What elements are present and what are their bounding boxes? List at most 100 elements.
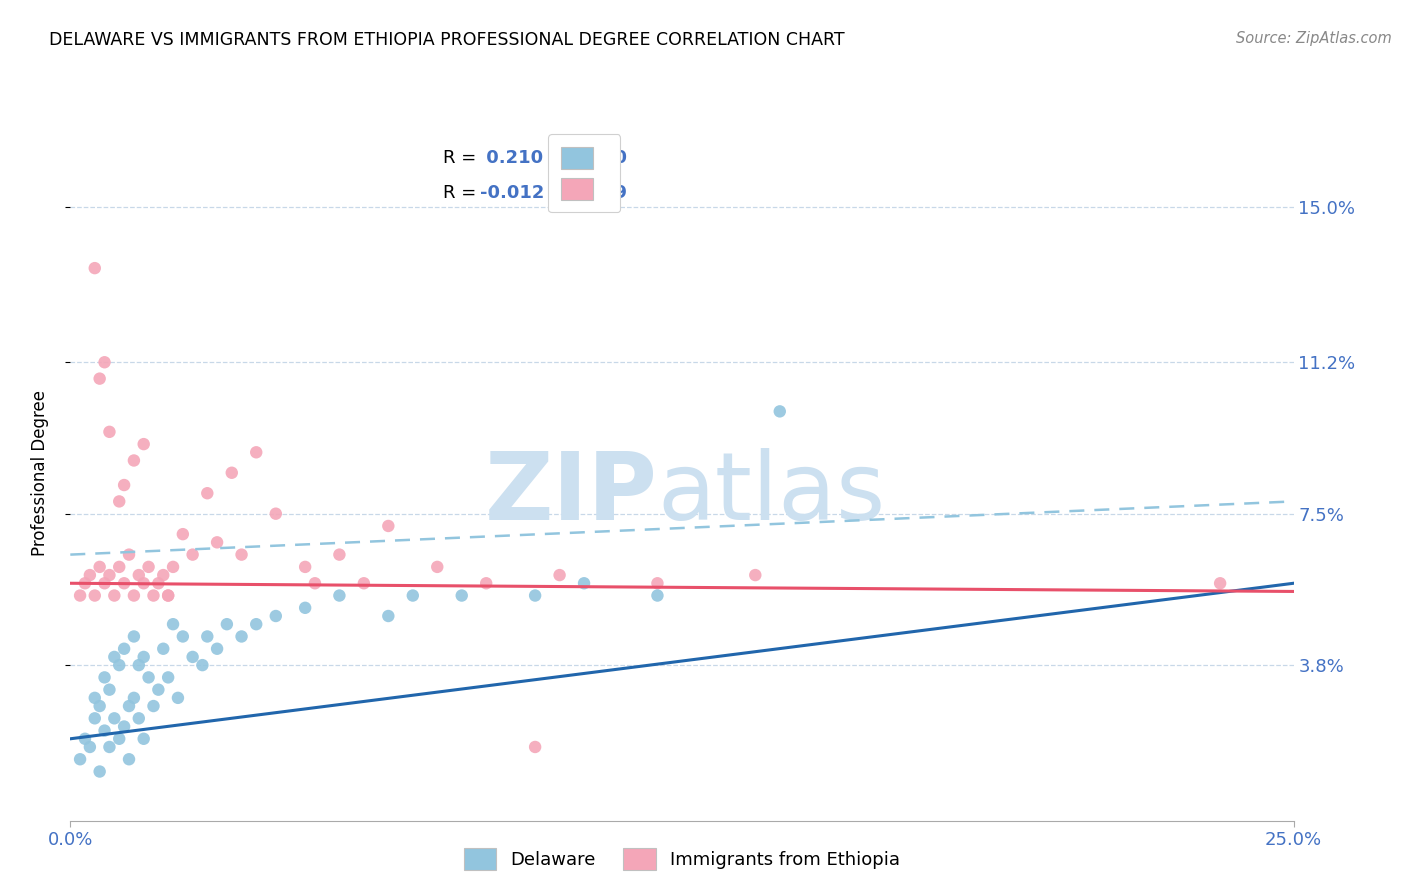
Text: DELAWARE VS IMMIGRANTS FROM ETHIOPIA PROFESSIONAL DEGREE CORRELATION CHART: DELAWARE VS IMMIGRANTS FROM ETHIOPIA PRO…	[49, 31, 845, 49]
Point	[112, 478, 135, 492]
Y-axis label: Professional Degree: Professional Degree	[31, 390, 49, 556]
Point	[304, 576, 326, 591]
Point	[83, 261, 105, 276]
Point	[93, 576, 115, 591]
Point	[524, 589, 547, 603]
Point	[475, 576, 498, 591]
Point	[231, 548, 253, 562]
Point	[524, 739, 547, 754]
Point	[98, 568, 121, 582]
Point	[647, 576, 669, 591]
Point	[89, 371, 111, 385]
Point	[1209, 576, 1232, 591]
Point	[328, 589, 350, 603]
Point	[548, 568, 571, 582]
Point	[769, 404, 792, 418]
Point	[132, 649, 155, 664]
Point	[152, 641, 174, 656]
Point	[103, 589, 125, 603]
Point	[195, 486, 218, 500]
Point	[112, 641, 135, 656]
Point	[148, 682, 170, 697]
Point	[294, 600, 316, 615]
Point	[103, 711, 125, 725]
Point	[108, 494, 131, 508]
Point	[181, 649, 204, 664]
Text: 49: 49	[602, 184, 627, 202]
Point	[172, 527, 194, 541]
Point	[245, 617, 267, 632]
Point	[426, 560, 449, 574]
Point	[264, 507, 287, 521]
Point	[191, 658, 214, 673]
Point	[138, 670, 160, 684]
Point	[118, 548, 141, 562]
Point	[572, 576, 595, 591]
Point	[122, 690, 145, 705]
Point	[172, 630, 194, 644]
Point	[132, 437, 155, 451]
Point	[353, 576, 375, 591]
Point	[157, 589, 180, 603]
Point	[118, 752, 141, 766]
Point	[744, 568, 766, 582]
Point	[103, 649, 125, 664]
Point	[128, 711, 150, 725]
Point	[112, 576, 135, 591]
Point	[195, 630, 218, 644]
Point	[264, 609, 287, 624]
Point	[122, 630, 145, 644]
Point	[73, 731, 96, 746]
Point	[142, 589, 165, 603]
Point	[93, 355, 115, 369]
Point	[148, 576, 170, 591]
Point	[162, 617, 184, 632]
Point	[138, 560, 160, 574]
Point	[450, 589, 472, 603]
Point	[132, 731, 155, 746]
Point	[79, 568, 101, 582]
Point	[231, 630, 253, 644]
Point	[93, 723, 115, 738]
Point	[221, 466, 243, 480]
Text: R =: R =	[443, 149, 482, 167]
Point	[142, 699, 165, 714]
Point	[83, 589, 105, 603]
Point	[205, 535, 228, 549]
Point	[98, 682, 121, 697]
Point	[294, 560, 316, 574]
Point	[122, 453, 145, 467]
Point	[83, 690, 105, 705]
Legend: Delaware, Immigrants from Ethiopia: Delaware, Immigrants from Ethiopia	[453, 838, 911, 881]
Point	[128, 658, 150, 673]
Point	[377, 609, 399, 624]
Text: Source: ZipAtlas.com: Source: ZipAtlas.com	[1236, 31, 1392, 46]
Point	[93, 670, 115, 684]
Text: R =: R =	[443, 184, 482, 202]
Point	[128, 568, 150, 582]
Point	[69, 589, 91, 603]
Point	[245, 445, 267, 459]
Point	[122, 589, 145, 603]
Point	[108, 731, 131, 746]
Text: ZIP: ZIP	[485, 448, 658, 540]
Point	[402, 589, 425, 603]
Point	[98, 425, 121, 439]
Point	[89, 560, 111, 574]
Point	[152, 568, 174, 582]
Point	[377, 519, 399, 533]
Point	[181, 548, 204, 562]
Text: -0.012: -0.012	[479, 184, 544, 202]
Point	[118, 699, 141, 714]
Point	[328, 548, 350, 562]
Point	[108, 560, 131, 574]
Text: atlas: atlas	[658, 448, 886, 540]
Point	[98, 739, 121, 754]
Point	[162, 560, 184, 574]
Point	[83, 711, 105, 725]
Point	[157, 589, 180, 603]
Text: 50: 50	[602, 149, 627, 167]
Point	[69, 752, 91, 766]
Point	[647, 589, 669, 603]
Text: N =: N =	[554, 149, 605, 167]
